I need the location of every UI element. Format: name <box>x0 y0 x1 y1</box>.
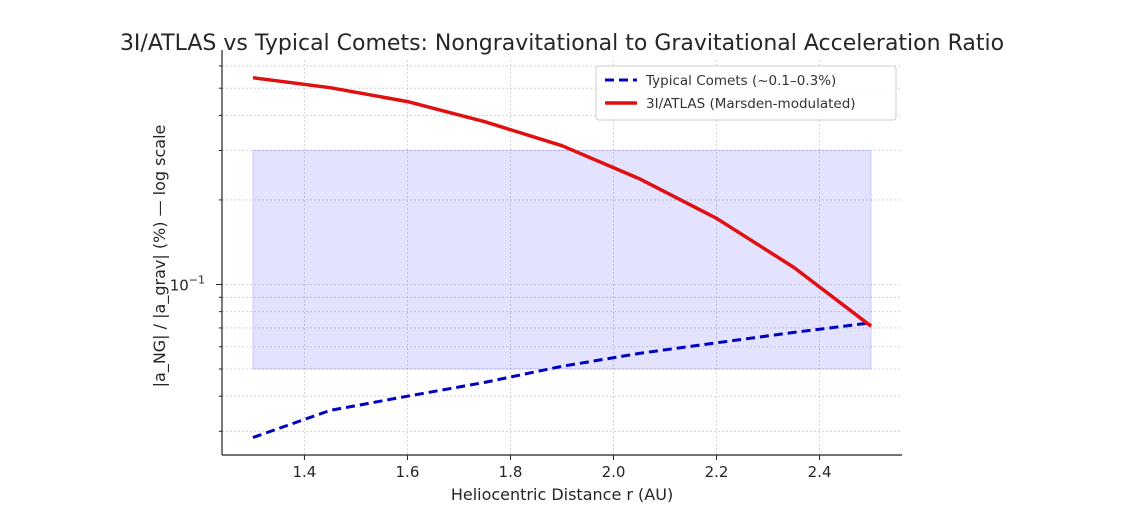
series-line-typical-comets <box>252 321 872 439</box>
y-tick-base: 10 <box>170 276 189 294</box>
series-lines <box>252 75 873 439</box>
x-tick-label: 1.6 <box>396 463 420 481</box>
x-axis-label: Heliocentric Distance r (AU) <box>451 485 673 504</box>
x-tick-label: 1.4 <box>292 463 316 481</box>
axes: 1.4 1.6 1.8 2.0 2.2 2.4 <box>216 50 902 481</box>
chart-title: 3I/ATLAS vs Typical Comets: Nongravitati… <box>120 31 1004 56</box>
x-tick-label: 2.4 <box>808 463 832 481</box>
y-tick-label-0.1: 10−1 <box>170 273 205 294</box>
legend-label-typical: Typical Comets (~0.1–0.3%) <box>645 73 836 89</box>
series-line-3i-atlas <box>252 75 873 328</box>
y-tick-exp: −1 <box>189 273 205 286</box>
y-axis-label: |a_NG| / |a_grav| (%) — log scale <box>150 125 170 388</box>
x-tick-label: 2.2 <box>705 463 729 481</box>
typical-range-band <box>252 149 872 370</box>
x-tick-label: 2.0 <box>602 463 626 481</box>
legend-label-atlas: 3I/ATLAS (Marsden-modulated) <box>646 96 856 112</box>
x-tick-label: 1.8 <box>499 463 523 481</box>
legend: Typical Comets (~0.1–0.3%) 3I/ATLAS (Mar… <box>595 65 897 121</box>
